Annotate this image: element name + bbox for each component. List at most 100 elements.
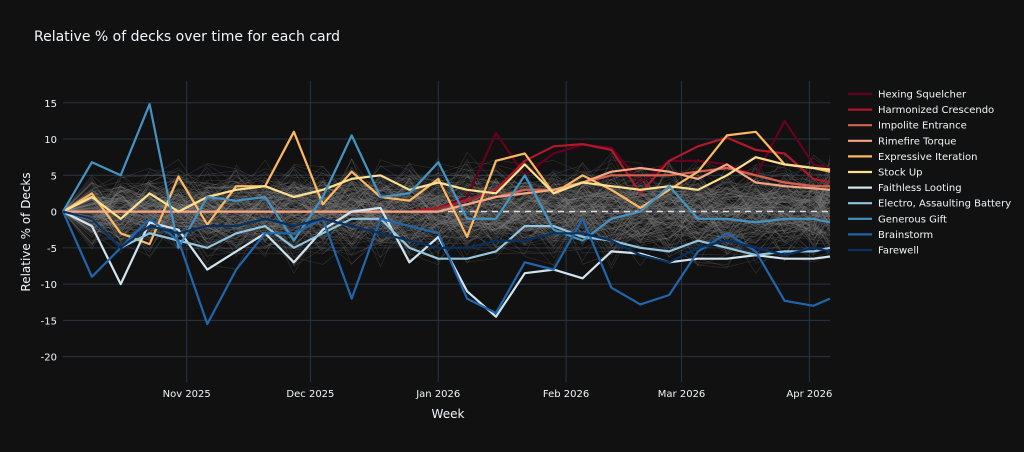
background-series-line bbox=[62, 186, 831, 248]
background-series-line bbox=[62, 163, 831, 234]
y-tick-label: -20 bbox=[41, 353, 57, 364]
background-series-line bbox=[62, 203, 831, 243]
legend-label: Generous Gift bbox=[878, 214, 947, 225]
series-line-9[interactable] bbox=[61, 211, 831, 326]
background-series-line bbox=[62, 155, 831, 239]
background-series-line bbox=[62, 190, 831, 265]
background-series-line bbox=[62, 211, 831, 241]
background-series-line bbox=[62, 194, 831, 212]
x-axis-ticks: Nov 2025 Dec 2025 Jan 2026 Feb 2026 Mar 2026… bbox=[163, 389, 833, 400]
y-tick-label: -15 bbox=[41, 316, 57, 327]
background-series-line bbox=[62, 163, 831, 236]
background-series-line bbox=[62, 158, 831, 236]
background-series-line bbox=[62, 172, 831, 236]
legend-label: Faithless Looting bbox=[878, 183, 962, 194]
background-series-line bbox=[62, 161, 831, 244]
legend-item[interactable]: Impolite Entrance bbox=[848, 121, 967, 132]
background-series-line bbox=[62, 205, 831, 254]
legend[interactable]: Hexing Squelcher Harmonized Crescendo Impo… bbox=[848, 90, 1011, 257]
background-series-line bbox=[62, 168, 831, 230]
x-tick-label: Nov 2025 bbox=[163, 389, 211, 400]
background-series-line bbox=[62, 192, 831, 266]
y-tick-label: 15 bbox=[44, 99, 57, 110]
background-series-line bbox=[62, 199, 831, 246]
background-series-line bbox=[62, 179, 831, 227]
legend-item[interactable]: Rimefire Torque bbox=[848, 136, 956, 147]
series-line-5[interactable] bbox=[62, 156, 831, 220]
legend-label: Stock Up bbox=[878, 168, 923, 179]
y-axis-title: Relative % of Decks bbox=[19, 172, 33, 291]
series-line-8[interactable] bbox=[62, 103, 831, 249]
background-series-line bbox=[62, 187, 831, 215]
legend-label: Hexing Squelcher bbox=[878, 90, 967, 101]
background-series-line bbox=[62, 196, 831, 236]
background-series-line bbox=[62, 197, 831, 254]
background-series-line bbox=[62, 209, 831, 233]
background-series-line bbox=[62, 193, 831, 267]
legend-item[interactable]: Farewell bbox=[848, 246, 919, 257]
legend-item[interactable]: Harmonized Crescendo bbox=[848, 105, 994, 116]
background-series-line bbox=[62, 193, 831, 257]
background-series-line bbox=[62, 197, 831, 255]
legend-item[interactable]: Generous Gift bbox=[848, 214, 947, 225]
background-series-line bbox=[62, 198, 831, 268]
background-series-line bbox=[62, 172, 831, 222]
legend-label: Impolite Entrance bbox=[878, 121, 967, 132]
background-series-line bbox=[62, 166, 831, 244]
background-series-line bbox=[62, 191, 831, 252]
background-series-line bbox=[62, 211, 831, 235]
background-series-line bbox=[62, 211, 831, 255]
background-series-line bbox=[62, 188, 831, 248]
background-series-line bbox=[62, 167, 831, 250]
legend-label: Brainstorm bbox=[878, 230, 933, 241]
legend-item[interactable]: Expressive Iteration bbox=[848, 152, 978, 163]
background-series-line bbox=[62, 168, 831, 230]
y-tick-label: -10 bbox=[41, 280, 57, 291]
series-lines bbox=[61, 103, 831, 326]
legend-item[interactable]: Hexing Squelcher bbox=[848, 90, 967, 101]
background-series-line bbox=[62, 161, 831, 243]
legend-item[interactable]: Brainstorm bbox=[848, 230, 933, 241]
legend-item[interactable]: Electro, Assaulting Battery bbox=[848, 199, 1011, 210]
y-tick-label: 0 bbox=[51, 208, 57, 219]
chart-title: Relative % of decks over time for each c… bbox=[34, 29, 340, 45]
background-series-line bbox=[62, 169, 831, 231]
background-series-line bbox=[62, 183, 831, 243]
background-series-line bbox=[62, 184, 831, 227]
y-tick-label: 5 bbox=[51, 171, 57, 182]
background-series-line bbox=[62, 204, 831, 243]
background-series-line bbox=[62, 186, 831, 246]
background-series-line bbox=[62, 175, 831, 220]
x-tick-label: Mar 2026 bbox=[658, 389, 706, 400]
background-series-line bbox=[62, 194, 831, 258]
background-series-line bbox=[62, 175, 831, 243]
background-series-line bbox=[62, 157, 831, 224]
background-series-line bbox=[62, 169, 831, 222]
background-series-line bbox=[62, 187, 831, 238]
x-tick-label: Jan 2026 bbox=[415, 389, 460, 400]
background-series-line bbox=[62, 204, 831, 242]
legend-label: Rimefire Torque bbox=[878, 136, 956, 147]
legend-item[interactable]: Stock Up bbox=[848, 168, 923, 179]
legend-label: Electro, Assaulting Battery bbox=[878, 199, 1011, 210]
background-series-line bbox=[62, 187, 831, 264]
background-series-line bbox=[62, 172, 831, 231]
series-line-4[interactable] bbox=[62, 130, 831, 246]
background-series-line bbox=[62, 181, 831, 243]
background-series-line bbox=[62, 190, 831, 221]
background-series-line bbox=[62, 180, 831, 258]
legend-item[interactable]: Faithless Looting bbox=[848, 183, 962, 194]
legend-label: Expressive Iteration bbox=[878, 152, 978, 163]
background-series-line bbox=[62, 181, 831, 246]
y-tick-label: 10 bbox=[44, 135, 57, 146]
background-series-line bbox=[62, 154, 831, 246]
series-line-10[interactable] bbox=[62, 210, 831, 264]
background-series-line bbox=[62, 196, 831, 222]
background-series-line bbox=[62, 177, 831, 220]
background-series-line bbox=[62, 174, 831, 243]
background-series-line bbox=[62, 204, 831, 244]
background-series-line bbox=[62, 187, 831, 214]
background-series-line bbox=[62, 180, 831, 213]
background-series-line bbox=[62, 197, 831, 255]
